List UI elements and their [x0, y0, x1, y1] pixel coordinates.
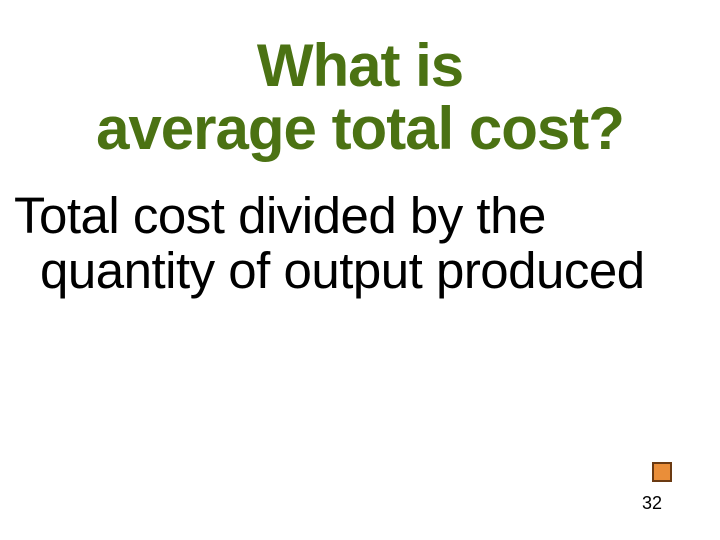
slide-body: Total cost divided by the quantity of ou… [0, 188, 720, 298]
title-line-1: What is [257, 32, 463, 99]
slide: What is average total cost? Total cost d… [0, 0, 720, 540]
square-marker-icon [652, 462, 672, 482]
page-number: 32 [642, 493, 662, 514]
title-line-2: average total cost? [96, 95, 624, 162]
body-line-2: quantity of output produced [14, 243, 716, 298]
slide-title: What is average total cost? [0, 0, 720, 160]
body-line-1: Total cost divided by the [14, 187, 546, 244]
